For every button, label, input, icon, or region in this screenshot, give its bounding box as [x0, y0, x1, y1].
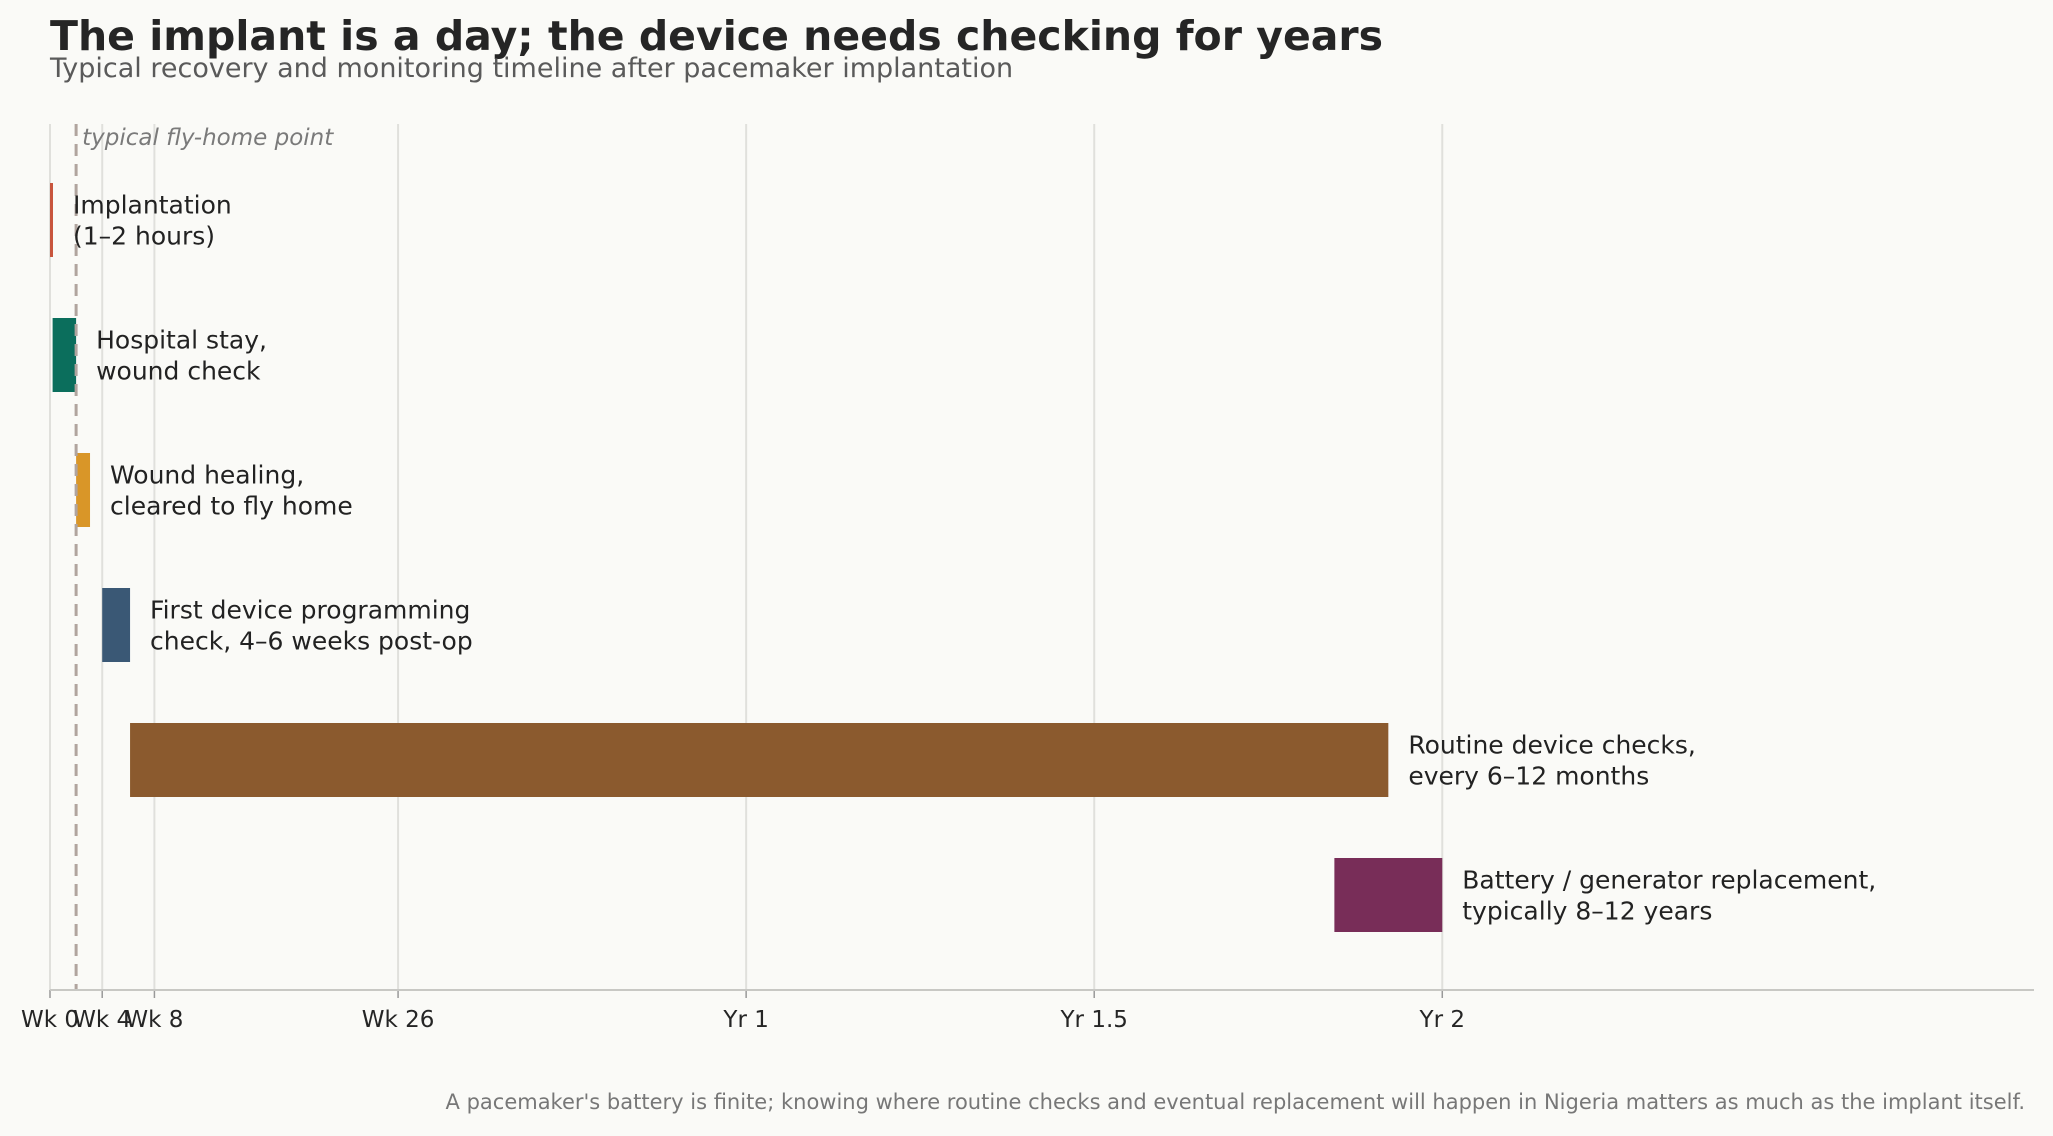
task-label: First device programming	[150, 596, 470, 625]
gridlines	[49, 124, 1444, 990]
task-label: cleared to fly home	[110, 492, 353, 521]
footnote: A pacemaker's battery is finite; knowing…	[445, 1090, 2025, 1114]
x-axis: Wk 0Wk 4Wk 8 Wk 26 Yr 1 Yr 1.5 Yr 2	[21, 989, 2034, 1033]
x-tick-label: Wk 26	[362, 1007, 435, 1033]
task-label: every 6–12 months	[1408, 762, 1649, 791]
x-tick-label: Yr 2	[1419, 1007, 1465, 1033]
reference-line-label: typical fly-home point	[82, 125, 334, 151]
x-tick-label: Yr 1.5	[1060, 1007, 1128, 1033]
chart-subtitle: Typical recovery and monitoring timeline…	[50, 53, 1014, 84]
reference-line-group: typical fly-home point	[74, 124, 334, 990]
x-tick-label: Yr 1	[722, 1007, 768, 1033]
task-label: Wound healing,	[110, 461, 304, 490]
task-bar	[130, 723, 1389, 797]
task-label: Hospital stay,	[96, 326, 267, 355]
task-bar	[102, 588, 131, 662]
task-label: Battery / generator replacement,	[1462, 866, 1876, 895]
task-label: typically 8–12 years	[1462, 897, 1712, 926]
chart-title: The implant is a day; the device needs c…	[50, 12, 1384, 60]
task-label: wound check	[96, 357, 261, 386]
bar-labels: Implantation(1–2 hours) Hospital stay,wou…	[73, 191, 1876, 926]
task-label: check, 4–6 weeks post-op	[150, 627, 473, 656]
task-bar	[52, 318, 77, 392]
task-label: Routine device checks,	[1408, 731, 1696, 760]
x-tick-label: Wk 8	[125, 1007, 183, 1033]
task-bar	[50, 183, 53, 257]
task-label: Implantation	[73, 191, 232, 220]
bars	[50, 183, 1443, 932]
x-tick-label: Wk 0	[21, 1007, 79, 1033]
task-bar	[76, 453, 91, 527]
task-label: (1–2 hours)	[73, 222, 215, 251]
x-tick-label: Wk 4	[73, 1007, 131, 1033]
task-bar	[1334, 858, 1443, 932]
